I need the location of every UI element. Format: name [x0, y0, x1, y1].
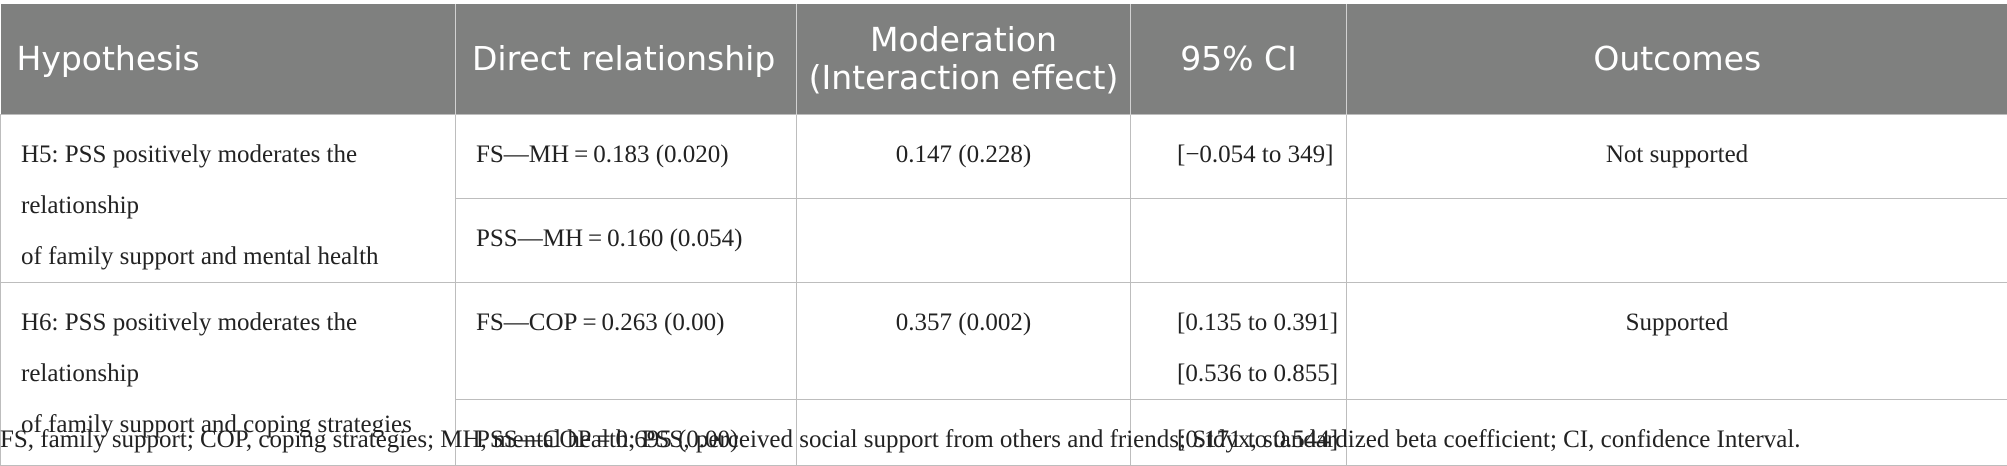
header-direct-relationship: Direct relationship	[456, 4, 797, 115]
table-footnote: FS, family support; COP, coping strategi…	[0, 426, 2007, 454]
header-moderation-line1: Moderation	[797, 21, 1130, 59]
table-row: H5: PSS positively moderates the relatio…	[1, 115, 2007, 199]
header-outcomes: Outcomes	[1347, 4, 2007, 115]
direct-relationship-value: FS—COP = 0.263 (0.00)	[456, 283, 796, 348]
direct-cell: PSS—MH = 0.160 (0.054)	[456, 199, 797, 283]
ci-cell: [0.135 to 0.391] [0.536 to 0.855]	[1131, 283, 1347, 400]
hypothesis-h6-line1: H6: PSS positively moderates the relatio…	[21, 297, 437, 399]
direct-cell: FS—MH = 0.183 (0.020)	[456, 115, 797, 199]
ci-value: [−0.054 to 349]	[1177, 129, 1346, 180]
hypothesis-h5-line2: of family support and mental health	[21, 231, 437, 282]
hypothesis-h5-line1: H5: PSS positively moderates the relatio…	[21, 129, 437, 231]
table-header-row: Hypothesis Direct relationship Moderatio…	[1, 4, 2007, 115]
header-hypothesis: Hypothesis	[1, 4, 456, 115]
ci-value: [0.135 to 0.391]	[1177, 297, 1346, 348]
outcome-value	[1347, 400, 2007, 414]
moderation-value	[797, 199, 1130, 213]
direct-relationship-value: FS—MH = 0.183 (0.020)	[456, 115, 796, 180]
outcome-value: Supported	[1347, 283, 2007, 348]
ci-cell: [−0.054 to 349]	[1131, 115, 1347, 199]
direct-relationship-value: PSS—MH = 0.160 (0.054)	[456, 199, 796, 264]
moderation-cell	[797, 199, 1131, 283]
outcome-cell: Not supported	[1347, 115, 2007, 199]
direct-cell: FS—COP = 0.263 (0.00)	[456, 283, 797, 400]
outcome-value: Not supported	[1347, 115, 2007, 180]
outcome-cell: Supported	[1347, 283, 2007, 400]
hypothesis-cell-h5: H5: PSS positively moderates the relatio…	[1, 115, 456, 283]
ci-value: [0.536 to 0.855]	[1177, 348, 1346, 399]
moderation-cell: 0.147 (0.228)	[797, 115, 1131, 199]
moderation-value	[797, 400, 1130, 414]
header-moderation-line2: (Interaction effect)	[797, 59, 1130, 97]
outcome-value	[1347, 199, 2007, 213]
moderation-value: 0.147 (0.228)	[797, 115, 1130, 180]
ci-cell	[1131, 199, 1347, 283]
results-table-container: Hypothesis Direct relationship Moderatio…	[0, 4, 2007, 466]
outcome-cell	[1347, 199, 2007, 283]
table-row: H6: PSS positively moderates the relatio…	[1, 283, 2007, 400]
header-ci: 95% CI	[1131, 4, 1347, 115]
moderation-value: 0.357 (0.002)	[797, 283, 1130, 348]
moderation-cell: 0.357 (0.002)	[797, 283, 1131, 400]
header-moderation: Moderation (Interaction effect)	[797, 4, 1131, 115]
hypothesis-results-table: Hypothesis Direct relationship Moderatio…	[0, 4, 2007, 466]
